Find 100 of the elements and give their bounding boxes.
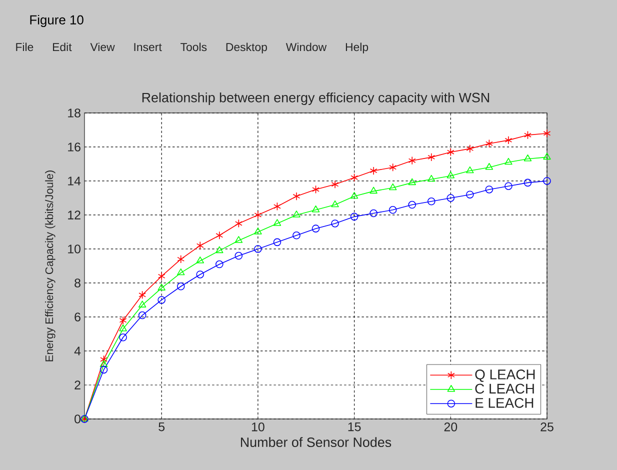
point — [331, 200, 339, 208]
point — [466, 144, 474, 153]
point — [234, 219, 242, 228]
text: File — [16, 42, 34, 52]
legend-label: E LEACH — [476, 398, 534, 408]
y-axis-title: Energy Efficiency Capacity (kbits/Joule) — [45, 170, 56, 362]
point — [100, 355, 108, 364]
point — [100, 360, 108, 367]
text: Insert — [134, 43, 162, 52]
point — [350, 173, 358, 182]
point — [119, 333, 127, 342]
point — [388, 183, 397, 190]
point — [216, 231, 224, 240]
point — [446, 148, 454, 156]
point — [274, 202, 281, 211]
point — [234, 252, 243, 260]
point — [312, 185, 320, 194]
point — [312, 224, 320, 232]
point — [273, 219, 282, 226]
point — [196, 270, 204, 278]
x-axis-title: Number of Sensor Nodes — [240, 437, 392, 448]
x-tick-label: 20 — [444, 422, 458, 432]
y-tick-label: 0 — [74, 414, 80, 424]
point — [350, 192, 358, 199]
point — [254, 210, 262, 220]
text: Window — [286, 42, 327, 52]
point — [370, 186, 378, 194]
point — [524, 154, 532, 162]
point — [138, 311, 146, 320]
chart-title: Relationship between energy efficiency capacity with WSN — [142, 92, 490, 105]
point — [543, 129, 551, 138]
point — [292, 192, 300, 200]
point — [176, 268, 185, 276]
point — [158, 272, 166, 280]
point — [408, 156, 416, 165]
text: Tools — [180, 42, 207, 52]
point — [466, 166, 474, 174]
point — [504, 182, 512, 190]
x-tick-label: 5 — [158, 422, 165, 432]
point — [312, 205, 320, 212]
point — [331, 220, 339, 228]
point — [486, 139, 493, 148]
y-tick-label: 12 — [68, 210, 80, 220]
point — [543, 177, 551, 185]
point — [119, 324, 127, 332]
text: View — [90, 42, 115, 52]
point — [446, 171, 455, 178]
point — [350, 212, 358, 221]
point — [428, 174, 436, 182]
point — [138, 290, 146, 300]
point — [158, 284, 166, 290]
point — [408, 200, 416, 209]
point — [388, 206, 397, 214]
point — [485, 186, 494, 194]
point — [176, 282, 185, 290]
text: Desktop — [226, 42, 267, 54]
point — [427, 197, 436, 206]
y-tick-label: 6 — [74, 312, 80, 322]
point — [138, 300, 146, 308]
point — [100, 366, 108, 374]
point — [524, 178, 532, 187]
y-tick-label: 4 — [74, 346, 81, 356]
point — [446, 194, 455, 202]
y-tick-label: 10 — [68, 244, 80, 254]
point — [216, 260, 224, 268]
point — [292, 210, 300, 218]
point — [504, 158, 512, 165]
point — [524, 130, 532, 140]
point — [292, 231, 300, 240]
point — [234, 236, 243, 243]
x-tick-label: 25 — [540, 422, 554, 432]
point — [370, 166, 378, 175]
legend-label: Q LEACH — [475, 370, 535, 382]
point — [543, 152, 551, 160]
y-tick-label: 8 — [74, 278, 80, 288]
point — [254, 245, 262, 253]
point — [466, 190, 474, 198]
point — [408, 178, 416, 186]
text: Help — [346, 42, 368, 54]
point — [273, 238, 282, 246]
point — [177, 254, 185, 264]
legend-label: C LEACH — [475, 384, 534, 394]
point — [119, 316, 127, 325]
y-tick-label: 14 — [68, 176, 81, 186]
point — [331, 180, 339, 189]
caption: Figure 10 — [30, 14, 84, 28]
point — [196, 256, 204, 264]
x-tick-label: 10 — [252, 422, 264, 432]
point — [389, 163, 397, 172]
y-tick-label: 16 — [68, 142, 80, 152]
point — [370, 209, 378, 218]
x-tick-label: 15 — [348, 422, 361, 432]
point — [254, 228, 262, 234]
point — [216, 246, 224, 254]
text: Edit — [53, 42, 72, 52]
point — [196, 241, 204, 250]
point — [504, 136, 512, 144]
y-tick-label: 18 — [68, 108, 80, 118]
point — [428, 152, 436, 162]
point — [158, 296, 166, 304]
